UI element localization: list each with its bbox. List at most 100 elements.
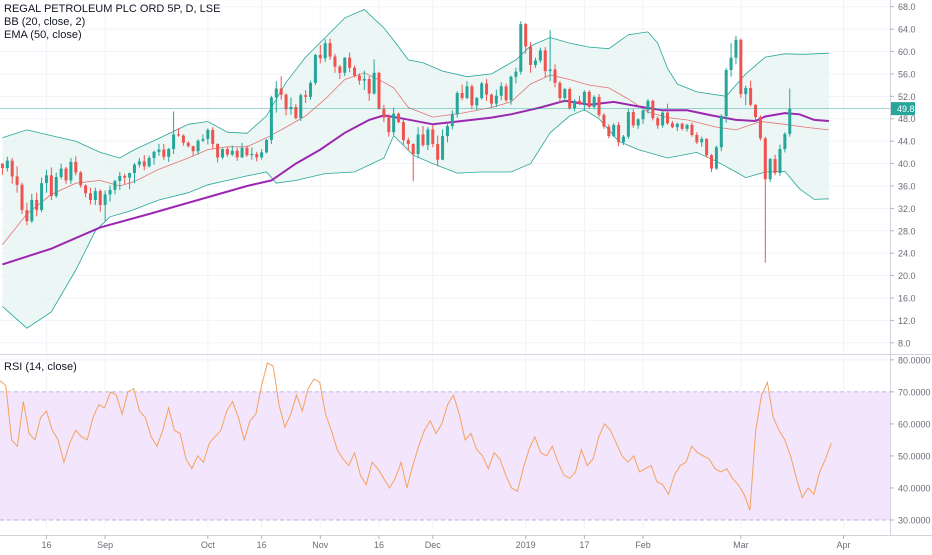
candle-body bbox=[15, 176, 19, 185]
candle-body bbox=[719, 115, 723, 148]
candle-body bbox=[739, 39, 743, 95]
candle-body bbox=[431, 129, 435, 144]
bb-basis-line bbox=[2, 72, 829, 246]
price-tick-label: 36.0 bbox=[898, 181, 916, 191]
candles bbox=[0, 21, 792, 263]
candle-body bbox=[103, 194, 107, 206]
candle-body bbox=[558, 82, 562, 99]
price-tick-label: 56.0 bbox=[898, 69, 916, 79]
candle-body bbox=[167, 148, 171, 157]
candle-body bbox=[157, 149, 161, 152]
time-tick-label: 16 bbox=[257, 540, 267, 550]
candle-body bbox=[142, 161, 146, 167]
candle-body bbox=[35, 199, 39, 211]
candle-body bbox=[411, 143, 415, 155]
candle-body bbox=[367, 78, 371, 94]
candle-body bbox=[553, 69, 557, 83]
candle-body bbox=[309, 82, 313, 97]
rsi-tick-label: 40.0000 bbox=[898, 483, 931, 493]
candle-body bbox=[475, 98, 479, 106]
candle-body bbox=[181, 135, 185, 143]
time-tick-label: Sep bbox=[97, 540, 113, 550]
candle-body bbox=[357, 75, 361, 81]
candle-body bbox=[661, 112, 665, 126]
candle-body bbox=[64, 168, 68, 181]
candle-body bbox=[98, 191, 102, 206]
candle-body bbox=[666, 112, 669, 124]
candle-body bbox=[54, 177, 58, 197]
rsi-line bbox=[0, 362, 832, 511]
candle-body bbox=[626, 112, 630, 137]
candle-body bbox=[700, 138, 704, 143]
candle-body bbox=[221, 148, 224, 158]
candle-body bbox=[152, 151, 156, 158]
candle-body bbox=[255, 154, 259, 158]
candle-body bbox=[245, 147, 249, 156]
price-tick-label: 68.0 bbox=[898, 2, 916, 12]
price-tick-label: 32.0 bbox=[898, 204, 916, 214]
candle-body bbox=[377, 72, 381, 109]
rsi-tick-label: 70.0000 bbox=[898, 387, 931, 397]
price-tick-label: 44.0 bbox=[898, 137, 916, 147]
candle-body bbox=[191, 146, 195, 152]
time-tick-label: Apr bbox=[837, 540, 851, 550]
time-tick-label: Dec bbox=[425, 540, 442, 550]
rsi-tick-label: 60.0000 bbox=[898, 419, 931, 429]
candle-body bbox=[186, 142, 190, 147]
time-tick-label: Feb bbox=[635, 540, 651, 550]
candle-body bbox=[289, 106, 293, 110]
candle-body bbox=[631, 112, 635, 126]
candle-body bbox=[294, 106, 298, 119]
candle-body bbox=[372, 72, 376, 94]
price-tick-label: 16.0 bbox=[898, 293, 916, 303]
candle-body bbox=[162, 149, 166, 157]
candle-body bbox=[494, 95, 498, 104]
candle-body bbox=[338, 66, 342, 73]
time-tick-label: 17 bbox=[579, 540, 589, 550]
candle-body bbox=[5, 160, 9, 169]
candle-body bbox=[690, 124, 694, 135]
candle-body bbox=[612, 124, 616, 137]
time-tick-label: 16 bbox=[374, 540, 384, 550]
price-tick-label: 64.0 bbox=[898, 25, 916, 35]
bollinger-bands bbox=[2, 9, 829, 329]
candle-body bbox=[646, 100, 650, 111]
candle-body bbox=[499, 86, 503, 96]
candle-body bbox=[734, 39, 738, 58]
candle-body bbox=[0, 163, 4, 169]
candle-body bbox=[240, 147, 244, 158]
candle-body bbox=[265, 140, 269, 153]
candle-body bbox=[382, 108, 386, 118]
candle-body bbox=[573, 100, 577, 109]
candle-body bbox=[274, 88, 278, 98]
candle-body bbox=[592, 96, 596, 107]
candle-body bbox=[641, 110, 645, 120]
candle-body bbox=[685, 124, 689, 129]
candle-body bbox=[724, 70, 728, 116]
candle-body bbox=[783, 133, 787, 149]
candle-body bbox=[88, 193, 92, 200]
candle-body bbox=[328, 43, 332, 57]
candle-body bbox=[529, 46, 533, 65]
candle-body bbox=[533, 60, 537, 65]
bb-legend: BB (20, close, 2) bbox=[4, 16, 86, 28]
candle-body bbox=[754, 104, 758, 118]
candle-body bbox=[44, 175, 48, 184]
candle-body bbox=[147, 157, 151, 167]
candle-body bbox=[348, 57, 352, 68]
candle-body bbox=[392, 113, 396, 133]
candle-body bbox=[602, 114, 606, 127]
candle-body bbox=[299, 95, 303, 119]
time-tick-label: 16 bbox=[41, 540, 51, 550]
candle-body bbox=[128, 173, 132, 178]
candle-body bbox=[749, 87, 753, 105]
candle-body bbox=[607, 126, 611, 137]
candle-body bbox=[485, 83, 489, 95]
candle-body bbox=[172, 134, 176, 149]
candle-body bbox=[260, 152, 264, 158]
candle-body bbox=[201, 138, 205, 141]
candle-body bbox=[79, 172, 83, 186]
